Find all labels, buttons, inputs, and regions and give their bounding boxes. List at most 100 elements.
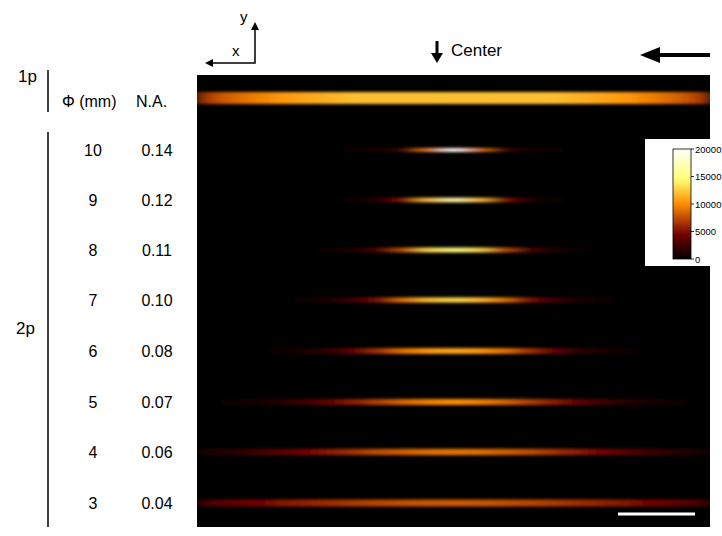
intensity-cell: [417, 297, 442, 302]
intensity-cell: [563, 198, 588, 203]
intensity-cell: [612, 449, 637, 455]
intensity-cell: [319, 399, 344, 405]
axis-icon: [205, 59, 213, 67]
intensity-cell: [270, 92, 295, 104]
intensity-cell: [661, 500, 686, 507]
na-label: 0.08: [141, 343, 172, 360]
intensity-cell: [392, 348, 417, 354]
intensity-cell: [392, 399, 417, 405]
intensity-cell: [637, 500, 662, 507]
intensity-cell: [197, 449, 222, 455]
intensity-cell: [344, 399, 369, 405]
intensity-cell: [637, 399, 662, 405]
intensity-cell: [221, 449, 246, 455]
direction-arrow: [640, 47, 660, 63]
intensity-cell: [295, 248, 320, 253]
scale-bar: [618, 513, 695, 516]
intensity-cell: [637, 449, 662, 455]
intensity-cell: [417, 148, 442, 152]
intensity-cell: [612, 148, 637, 152]
intensity-cell: [539, 297, 564, 302]
intensity-cell: [563, 348, 588, 354]
intensity-cell: [368, 92, 393, 104]
intensity-cell: [417, 198, 442, 203]
intensity-cell: [246, 297, 271, 302]
intensity-cell: [221, 148, 246, 152]
intensity-cell: [417, 92, 442, 104]
axis-icon: [210, 28, 255, 63]
intensity-cell: [515, 297, 540, 302]
intensity-cell: [441, 449, 466, 455]
intensity-cell: [270, 449, 295, 455]
intensity-cell: [319, 449, 344, 455]
intensity-cell: [319, 248, 344, 253]
intensity-cell: [612, 297, 637, 302]
intensity-cell: [246, 348, 271, 354]
intensity-cell: [563, 92, 588, 104]
na-label: 0.07: [141, 394, 172, 411]
na-label: 0.06: [141, 444, 172, 461]
intensity-cell: [417, 348, 442, 354]
image-background: [197, 75, 710, 527]
intensity-cell: [686, 92, 710, 104]
intensity-cell: [612, 248, 637, 253]
intensity-cell: [588, 248, 613, 253]
intensity-cell: [612, 198, 637, 203]
intensity-cell: [368, 348, 393, 354]
intensity-cell: [686, 449, 710, 455]
diameter-label: 5: [89, 394, 98, 411]
intensity-cell: [392, 198, 417, 203]
intensity-cell: [588, 500, 613, 507]
group-label: 2p: [16, 319, 35, 338]
intensity-cell: [392, 449, 417, 455]
intensity-cell: [563, 500, 588, 507]
axis-label: x: [232, 42, 240, 59]
intensity-cell: [515, 348, 540, 354]
center-arrow: [436, 41, 439, 55]
intensity-cell: [563, 449, 588, 455]
intensity-cell: [441, 148, 466, 152]
intensity-cell: [344, 148, 369, 152]
intensity-cell: [515, 399, 540, 405]
colorbar-tick: [691, 204, 694, 205]
column-header: N.A.: [136, 93, 167, 110]
intensity-cell: [197, 248, 222, 253]
intensity-cell: [344, 449, 369, 455]
intensity-cell: [344, 297, 369, 302]
intensity-cell: [539, 248, 564, 253]
intensity-cell: [319, 198, 344, 203]
intensity-cell: [270, 198, 295, 203]
intensity-cell: [441, 248, 466, 253]
intensity-cell: [637, 297, 662, 302]
intensity-cell: [515, 449, 540, 455]
intensity-cell: [466, 348, 491, 354]
colorbar-tick-label: 15000: [695, 171, 721, 182]
intensity-cell: [588, 348, 613, 354]
colorbar-tick: [691, 176, 694, 177]
intensity-cell: [539, 449, 564, 455]
intensity-cell: [417, 500, 442, 507]
intensity-cell: [441, 500, 466, 507]
intensity-cell: [515, 500, 540, 507]
intensity-cell: [392, 297, 417, 302]
na-label: 0.10: [141, 292, 172, 309]
intensity-cell: [466, 148, 491, 152]
intensity-cell: [270, 148, 295, 152]
intensity-cell: [686, 399, 710, 405]
intensity-cell: [319, 148, 344, 152]
intensity-cell: [295, 198, 320, 203]
intensity-cell: [588, 449, 613, 455]
intensity-cell: [392, 500, 417, 507]
intensity-cell: [319, 92, 344, 104]
colorbar-tick-label: 0: [695, 254, 700, 265]
diameter-label: 4: [89, 444, 98, 461]
intensity-cell: [466, 248, 491, 253]
intensity-cell: [466, 198, 491, 203]
intensity-cell: [515, 248, 540, 253]
intensity-cell: [246, 198, 271, 203]
intensity-cell: [588, 92, 613, 104]
intensity-cell: [441, 348, 466, 354]
intensity-cell: [246, 148, 271, 152]
intensity-cell: [221, 500, 246, 507]
intensity-cell: [441, 92, 466, 104]
